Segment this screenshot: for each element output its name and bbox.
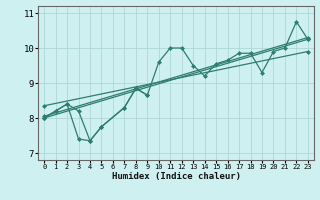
X-axis label: Humidex (Indice chaleur): Humidex (Indice chaleur): [111, 172, 241, 181]
